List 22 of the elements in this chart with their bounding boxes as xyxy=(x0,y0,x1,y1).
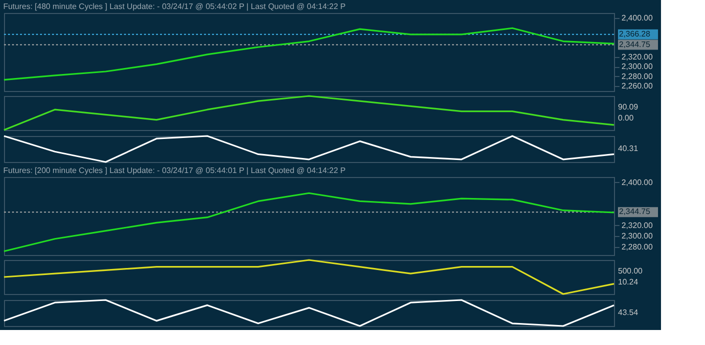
chart-title: Futures: [200 minute Cycles ] Last Update: - 03/24/17 @ 05:44:01 P | Last Quoted @ 04:14:22 P xyxy=(3,166,346,175)
line-series xyxy=(3,192,615,252)
ref-line-label: 2,344.75 xyxy=(619,207,651,216)
y-tick-label: 2,400.00 xyxy=(622,13,654,22)
y-tick-label: 2,260.00 xyxy=(622,82,654,91)
y-tick-label: 2,320.00 xyxy=(622,52,654,62)
chart-title: Futures: [480 minute Cycles ] Last Update: - 03/24/17 @ 05:44:02 P | Last Quoted @ 04:14:22 P xyxy=(3,2,346,11)
text: 500.00 xyxy=(618,266,644,276)
text: 43.54 xyxy=(618,308,639,317)
y-tick-label: 2,400.00 xyxy=(622,178,654,187)
ref-line-label: 2,344.75 xyxy=(619,40,651,49)
text: 40.31 xyxy=(618,144,639,153)
y-tick-label: 2,280.00 xyxy=(622,72,654,81)
y-tick-label: 2,320.00 xyxy=(622,220,654,230)
text: 0.00 xyxy=(618,114,634,123)
y-tick-label: 2,280.00 xyxy=(622,242,654,252)
text: 10.24 xyxy=(618,278,639,287)
y-tick-label: 2,300.00 xyxy=(622,62,654,72)
ref-line-label: 2,366.28 xyxy=(619,29,651,38)
text: 90.09 xyxy=(618,102,639,112)
line-series xyxy=(3,27,615,81)
y-tick-label: 2,300.00 xyxy=(622,232,654,241)
